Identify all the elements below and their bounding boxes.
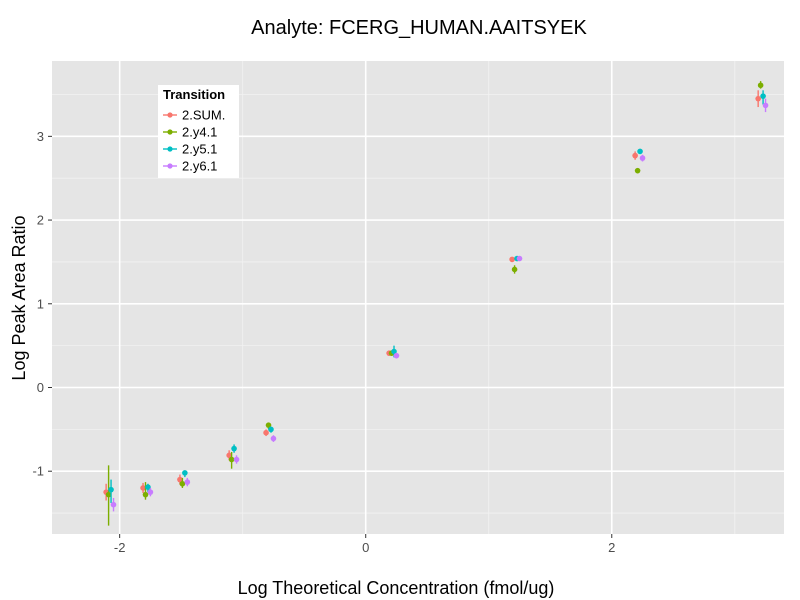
data-point	[270, 435, 277, 442]
legend-items: 2.SUM. 2.y4.1 2.y5.1 2.y6.1	[163, 108, 225, 174]
legend-item: 2.y5.1	[163, 142, 217, 157]
x-axis-title: Log Theoretical Concentration (fmol/ug)	[238, 578, 555, 598]
data-point	[147, 489, 154, 495]
data-point	[110, 501, 117, 508]
data-point	[762, 102, 769, 109]
data-point	[231, 445, 237, 452]
legend-title: Transition	[163, 87, 225, 102]
series-2.y4.1	[105, 81, 764, 526]
data-point	[755, 95, 761, 102]
y-tick-label: -1	[32, 464, 44, 479]
data-point	[265, 422, 272, 428]
data-marks	[103, 81, 769, 526]
data-point	[145, 484, 151, 490]
data-point	[108, 486, 114, 493]
x-tick-label: 0	[362, 540, 369, 555]
data-point	[511, 266, 518, 273]
data-point	[105, 491, 112, 498]
y-tick-label: 0	[37, 380, 44, 395]
legend-item: 2.y6.1	[163, 159, 217, 174]
legend-item: 2.y4.1	[163, 125, 217, 140]
data-point	[226, 452, 232, 459]
y-axis-title: Log Peak Area Ratio	[9, 215, 29, 380]
data-point	[179, 480, 186, 487]
data-point	[637, 148, 643, 155]
data-point	[142, 491, 149, 498]
data-point	[140, 485, 146, 491]
x-tick-label: -2	[114, 540, 126, 555]
x-tick-label: 2	[608, 540, 615, 555]
data-point	[393, 352, 400, 359]
data-point	[634, 167, 641, 174]
legend-key-point	[167, 112, 173, 118]
data-point	[184, 479, 191, 485]
y-tick-label: 3	[37, 129, 44, 144]
grid-major	[52, 61, 784, 534]
legend-label: 2.y4.1	[182, 125, 217, 140]
data-point	[228, 456, 235, 463]
data-point	[757, 82, 764, 89]
legend-key-point	[167, 163, 173, 169]
legend-label: 2.SUM.	[182, 108, 225, 123]
data-point	[509, 256, 515, 263]
y-tick-label: 2	[37, 213, 44, 228]
series-2.y6.1	[110, 98, 769, 512]
legend-item: 2.SUM.	[163, 108, 225, 123]
legend-key-point	[167, 146, 173, 152]
data-point	[263, 429, 269, 436]
data-point	[639, 155, 646, 161]
data-point	[182, 470, 188, 476]
legend: Transition 2.SUM. 2.y4.1 2.y5.1 2.y6.1	[158, 85, 239, 178]
data-point	[516, 255, 523, 262]
data-point	[760, 93, 766, 99]
y-tick-label: 1	[37, 296, 44, 311]
data-point	[233, 456, 240, 463]
axes: -2 0 2 -1 0 1 2 3	[32, 129, 615, 555]
legend-key-point	[167, 129, 173, 135]
chart-title: Analyte: FCERG_HUMAN.AAITSYEK	[251, 17, 587, 39]
data-point	[268, 426, 274, 433]
data-point	[391, 348, 397, 355]
data-point	[632, 152, 638, 159]
data-point	[177, 476, 183, 483]
legend-label: 2.y5.1	[182, 142, 217, 157]
legend-label: 2.y6.1	[182, 159, 217, 174]
